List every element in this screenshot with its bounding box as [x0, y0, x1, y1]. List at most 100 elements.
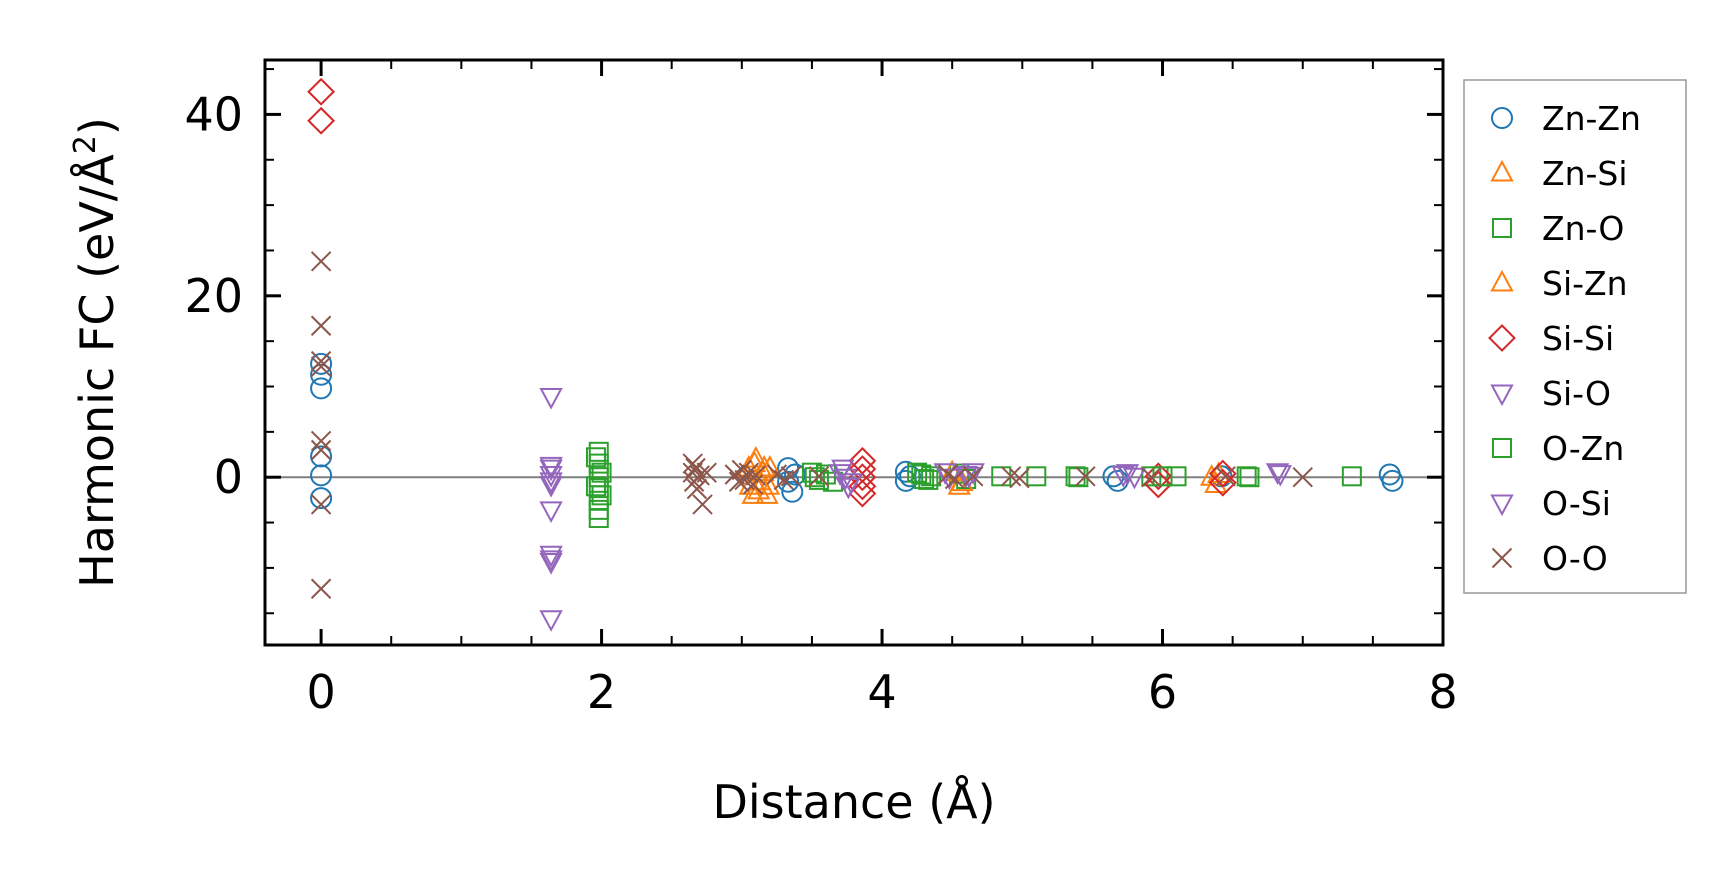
data-point [539, 475, 563, 498]
data-point [777, 470, 800, 493]
data-point [961, 463, 985, 485]
data-point [1009, 467, 1030, 489]
data-point [692, 494, 713, 515]
data-point [962, 466, 984, 487]
legend-label: Zn-O [1542, 209, 1624, 248]
data-point [588, 441, 609, 462]
data-point [1144, 470, 1173, 499]
legend-marker [1488, 324, 1516, 352]
data-point [310, 430, 332, 452]
legend: Zn-Zn Zn-Si Zn-O Si-Zn Si-Si Si-O O-Zn O-Si O-O [1463, 79, 1687, 594]
data-point [310, 350, 332, 372]
legend-label: O-Zn [1542, 429, 1624, 468]
x-tick-label: 8 [1428, 665, 1457, 719]
legend-marker [1492, 438, 1512, 458]
data-point [738, 473, 762, 495]
data-points [307, 77, 1404, 632]
data-point [310, 464, 333, 487]
data-point [745, 465, 767, 486]
data-point [539, 550, 563, 572]
legend-label: Zn-Si [1542, 154, 1628, 193]
legend-item-o-o: O-O [1491, 539, 1608, 578]
legend-marker [1490, 494, 1514, 517]
data-point [839, 473, 863, 495]
y-axis-label-superscript: 2 [68, 135, 103, 154]
legend-item-zn-o: Zn-O [1492, 209, 1624, 248]
data-point [696, 462, 717, 483]
data-point [781, 480, 804, 503]
plot-area [265, 77, 1443, 632]
legend-label: Si-Si [1542, 319, 1614, 358]
data-point [1122, 467, 1147, 490]
y-tick-label: 40 [184, 87, 243, 141]
data-point [310, 356, 332, 377]
data-point [310, 251, 332, 272]
data-point [848, 479, 877, 508]
legend-item-o-zn: O-Zn [1492, 429, 1624, 468]
data-point [738, 462, 760, 483]
series-si-o [539, 387, 1290, 632]
data-point [310, 352, 333, 375]
data-point [585, 447, 606, 468]
data-point [1381, 469, 1404, 492]
data-point [310, 315, 332, 336]
data-point [1208, 468, 1237, 497]
data-point [1144, 462, 1173, 491]
legend-item-o-si: O-Si [1490, 484, 1611, 523]
legend-marker [1492, 218, 1512, 238]
y-tick-label: 0 [214, 450, 243, 504]
legend-item-zn-si: Zn-Si [1490, 154, 1628, 193]
data-point [310, 494, 332, 515]
data-point [1141, 467, 1162, 488]
data-point [1265, 463, 1290, 485]
data-point [780, 466, 802, 487]
data-point [1239, 467, 1260, 488]
legend-label: O-O [1542, 539, 1608, 578]
data-point [686, 478, 708, 500]
data-point [539, 610, 563, 632]
data-point [310, 363, 333, 386]
y-axis-label-main: Harmonic FC (eV/Å [70, 154, 124, 588]
data-point [591, 485, 612, 506]
data-point [1111, 465, 1135, 488]
series-o-zn [585, 447, 1260, 506]
y-axis-label-close: ) [70, 117, 124, 135]
y-tick-label: 20 [184, 269, 243, 323]
data-point [1268, 465, 1293, 487]
data-point [756, 473, 781, 495]
legend-label: Si-Zn [1542, 264, 1628, 303]
data-point [310, 487, 333, 510]
data-point [1106, 469, 1129, 492]
data-point [539, 553, 563, 575]
data-point [588, 508, 609, 529]
data-point [804, 467, 825, 488]
data-point [310, 578, 332, 599]
data-point [591, 462, 612, 483]
legend-item-si-o: Si-O [1490, 374, 1611, 413]
series-zn-o [588, 441, 1362, 529]
data-point [588, 478, 609, 499]
data-point [1141, 466, 1162, 487]
data-point [539, 459, 563, 482]
data-point [682, 453, 703, 474]
legend-marker [1490, 269, 1514, 292]
data-point [307, 106, 336, 135]
legend-marker [1490, 384, 1514, 407]
legend-label: Zn-Zn [1542, 99, 1641, 138]
data-point [1215, 466, 1236, 487]
data-point [539, 472, 563, 494]
data-point [689, 465, 710, 486]
data-point [911, 464, 932, 485]
x-tick-label: 0 [306, 665, 335, 719]
data-point [1292, 467, 1313, 488]
x-tick-label: 2 [587, 665, 616, 719]
y-axis-label: Harmonic FC (eV/Å2) [68, 117, 124, 588]
legend-marker [1491, 547, 1513, 569]
series-si-si [307, 77, 1237, 508]
data-point [310, 439, 332, 461]
legend-item-si-si: Si-Si [1488, 319, 1614, 358]
legend-label: Si-O [1542, 374, 1611, 413]
data-point [1075, 466, 1096, 487]
data-point [1115, 464, 1140, 486]
data-point [539, 387, 563, 410]
